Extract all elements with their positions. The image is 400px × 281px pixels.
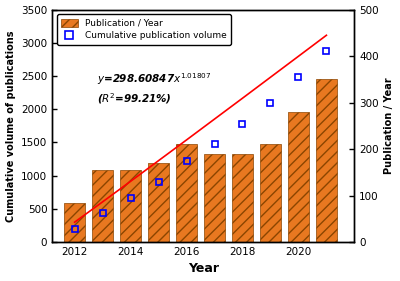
Text: ($R^{2}$=99.21%): ($R^{2}$=99.21%) [97, 91, 172, 106]
Y-axis label: Cumulative volume of publications: Cumulative volume of publications [6, 30, 16, 221]
Bar [148, 163, 169, 242]
Bar [288, 112, 309, 242]
Legend: Publication / Year, Cumulative publication volume: Publication / Year, Cumulative publicati… [57, 14, 231, 45]
Bar [316, 79, 337, 242]
Bar [204, 154, 225, 242]
X-axis label: Year: Year [188, 262, 219, 275]
Bar [232, 154, 253, 242]
Bar [120, 170, 141, 242]
Bar [92, 170, 113, 242]
Bar [260, 144, 281, 242]
Bar [64, 203, 85, 242]
Y-axis label: Publication / Year: Publication / Year [384, 78, 394, 174]
Bar [176, 144, 197, 242]
Text: $y$=298.60847$x^{1.01807}$: $y$=298.60847$x^{1.01807}$ [97, 71, 212, 87]
